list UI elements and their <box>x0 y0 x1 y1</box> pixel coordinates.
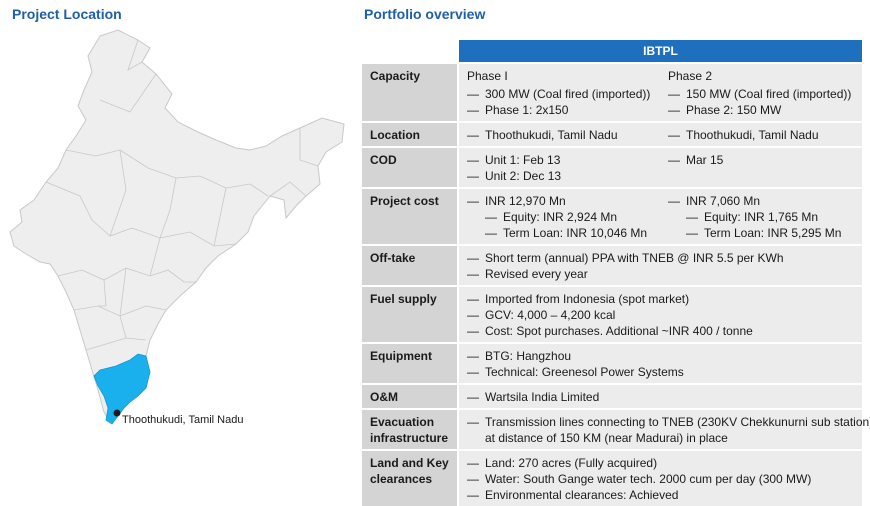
bullet-text: BTG: Hangzhou <box>485 349 572 363</box>
portfolio-overview-heading: Portfolio overview <box>364 6 486 22</box>
state-borders <box>45 39 319 351</box>
row-om: O&M — Wartsila India Limited <box>362 383 863 409</box>
row-evacuation: Evacuation infrastructure — Transmission … <box>362 408 870 450</box>
row-label: Off-take <box>362 244 458 286</box>
row-label-line: Land and Key <box>370 456 449 470</box>
phase1-title: Phase I <box>467 69 508 83</box>
row-label: Fuel supply <box>362 285 458 343</box>
row-location: Location — Thoothukudi, Tamil Nadu — Thoot… <box>362 121 863 147</box>
bullet-text: Imported from Indonesia (spot market) <box>485 292 690 306</box>
bullet-text: Water: South Gange water tech. 2000 cum … <box>485 472 812 486</box>
bullet-text: Phase 1: 2x150 <box>485 103 569 117</box>
row-label: Equipment <box>362 342 458 384</box>
bullet-text: Wartsila India Limited <box>485 390 600 404</box>
pin-label: Thoothukudi, Tamil Nadu <box>122 414 244 426</box>
row-capacity: Capacity Phase I —300 MW (Coal fired (im… <box>362 62 863 122</box>
row-label: Location <box>362 121 458 147</box>
bullet-text: Phase 2: 150 MW <box>686 103 782 117</box>
row-label: Evacuation infrastructure <box>362 408 458 450</box>
bullet-text: GCV: 4,000 – 4,200 kcal <box>485 308 616 322</box>
row-label: COD <box>362 146 458 188</box>
project-location-heading: Project Location <box>12 6 122 22</box>
india-map <box>9 29 345 425</box>
bullet-text: Revised every year <box>485 267 588 281</box>
row-label: Project cost <box>362 187 458 245</box>
row-project-cost: Project cost — INR 12,970 Mn — Equity: INR… <box>362 187 863 245</box>
phase1-capacity: Phase I —300 MW (Coal fired (imported)) … <box>457 62 660 122</box>
phase2-capacity: Phase 2 —150 MW (Coal fired (imported)) … <box>660 62 863 122</box>
portfolio-table: IBTPL Capacity Phase I —300 MW (Coal fir… <box>362 40 870 506</box>
bullet-text: Environmental clearances: Achieved <box>485 488 679 502</box>
bullet-text: Unit 1: Feb 13 <box>485 153 561 167</box>
bullet-text: Cost: Spot purchases. Additional ~INR 40… <box>485 324 753 338</box>
phase2-title: Phase 2 <box>668 69 713 83</box>
bullet-text: 150 MW (Coal fired (imported)) <box>686 87 852 101</box>
bullet-text: Land: 270 acres (Fully acquired) <box>485 456 658 470</box>
bullet-text: Equity: INR 2,924 Mn <box>503 210 618 224</box>
india-outline <box>9 29 345 423</box>
bullet-continuation: at distance of 150 KM (near Madurai) in … <box>485 431 728 445</box>
bullet-text: Transmission lines connecting to TNEB (2… <box>485 415 870 429</box>
row-label: Land and Key clearances <box>362 449 458 506</box>
row-land-clearances: Land and Key clearances — Land: 270 acres… <box>362 449 863 506</box>
bullet-text: 300 MW (Coal fired (imported)) <box>485 87 651 101</box>
row-label-line: clearances <box>370 472 433 486</box>
thoothukudi-pin <box>113 409 121 417</box>
bullet-text: Thoothukudi, Tamil Nadu <box>485 128 618 142</box>
header-spacer <box>362 40 458 63</box>
bullet-text: Equity: INR 1,765 Mn <box>704 210 819 224</box>
bullet-text: Short term (annual) PPA with TNEB @ INR … <box>485 251 784 265</box>
bullet-text: INR 7,060 Mn <box>686 194 761 208</box>
bullet-text: Term Loan: INR 5,295 Mn <box>704 226 842 240</box>
bullet-text: Term Loan: INR 10,046 Mn <box>503 226 648 240</box>
row-label-line: Evacuation <box>370 415 435 429</box>
table-header-ibtpl: IBTPL <box>456 40 863 63</box>
row-cod: COD — Unit 1: Feb 13 — Unit 2: Dec 13 — Mar… <box>362 146 863 188</box>
row-label-line: infrastructure <box>370 431 449 445</box>
row-offtake: Off-take — Short term (annual) PPA with T… <box>362 244 863 286</box>
row-label: O&M <box>362 383 458 409</box>
tamil-nadu-highlight <box>93 353 151 425</box>
bullet-text: INR 12,970 Mn <box>485 194 566 208</box>
bullet-text: Thoothukudi, Tamil Nadu <box>686 128 819 142</box>
row-fuel-supply: Fuel supply — Imported from Indonesia (sp… <box>362 285 863 343</box>
bullet-text: Unit 2: Dec 13 <box>485 169 562 183</box>
row-label: Capacity <box>362 62 458 122</box>
row-equipment: Equipment — BTG: Hangzhou — Technical: Gre… <box>362 342 863 384</box>
bullet-text: Mar 15 <box>686 153 724 167</box>
bullet-text: Technical: Greenesol Power Systems <box>485 365 684 379</box>
